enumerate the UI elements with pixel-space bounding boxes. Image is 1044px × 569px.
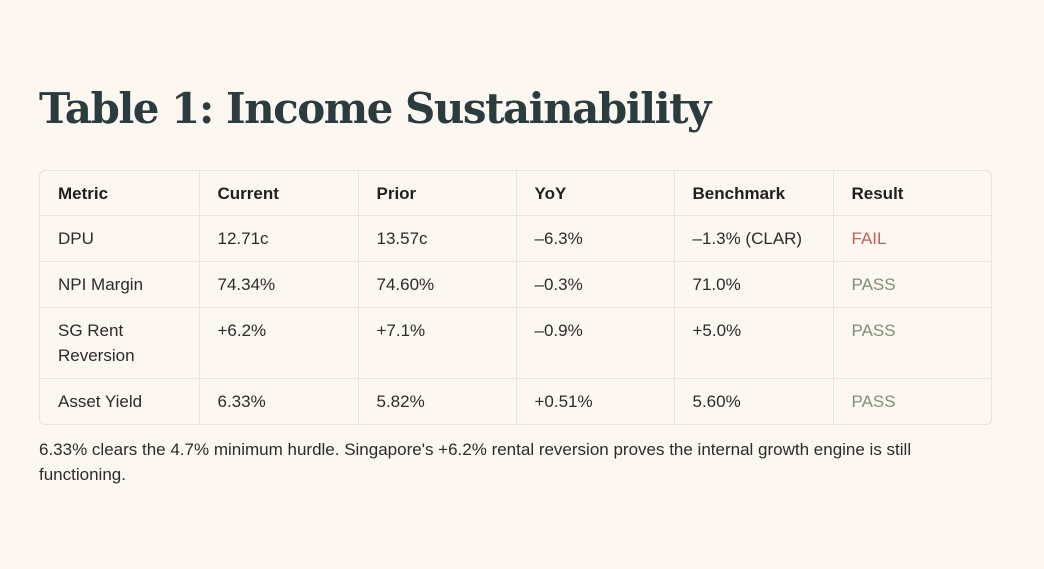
table-header-row: Metric Current Prior YoY Benchmark Resul… <box>40 171 991 216</box>
cell-benchmark: 71.0% <box>674 261 834 308</box>
column-header-result: Result <box>833 171 991 216</box>
cell-current: 74.34% <box>199 261 359 308</box>
column-header-prior: Prior <box>358 171 517 216</box>
table-row: Asset Yield 6.33% 5.82% +0.51% 5.60% PAS… <box>40 378 991 424</box>
table-row: SG Rent Reversion +6.2% +7.1% –0.9% +5.0… <box>40 307 991 379</box>
income-sustainability-table: Metric Current Prior YoY Benchmark Resul… <box>40 171 991 424</box>
cell-metric: NPI Margin <box>40 261 200 308</box>
cell-result-pass: PASS <box>833 261 991 308</box>
cell-current: 12.71c <box>199 215 359 262</box>
column-header-yoy: YoY <box>516 171 675 216</box>
cell-yoy: –0.9% <box>516 307 675 379</box>
column-header-metric: Metric <box>40 171 200 216</box>
cell-result-pass: PASS <box>851 392 896 411</box>
table-row: NPI Margin 74.34% 74.60% –0.3% 71.0% PAS… <box>40 261 991 308</box>
cell-benchmark: +5.0% <box>674 307 834 379</box>
cell-prior: 74.60% <box>358 261 517 308</box>
cell-metric: SG Rent Reversion <box>40 307 200 379</box>
cell-result-pass: PASS <box>833 307 991 379</box>
cell-prior: +7.1% <box>358 307 517 379</box>
cell-prior: 13.57c <box>358 215 517 262</box>
table-row: DPU 12.71c 13.57c –6.3% –1.3% (CLAR) FAI… <box>40 215 991 262</box>
table-footnote: 6.33% clears the 4.7% minimum hurdle. Si… <box>39 440 912 484</box>
cell-current: +6.2% <box>199 307 359 379</box>
cell-metric: DPU <box>40 215 200 262</box>
cell-current: 6.33% <box>199 378 359 424</box>
table-container: Metric Current Prior YoY Benchmark Resul… <box>39 170 992 425</box>
cell-yoy: –0.3% <box>516 261 675 308</box>
cell-yoy: –6.3% <box>516 215 675 262</box>
column-header-current: Current <box>199 171 359 216</box>
cell-result-fail: FAIL <box>833 215 991 262</box>
cell-benchmark: 5.60% <box>674 378 834 424</box>
cell-metric: Asset Yield <box>40 378 200 424</box>
column-header-benchmark: Benchmark <box>674 171 834 216</box>
cell-yoy: +0.51% <box>516 378 675 424</box>
cell-prior: 5.82% <box>358 378 517 424</box>
cell-benchmark: –1.3% (CLAR) <box>674 215 834 262</box>
page-title: Table 1: Income Sustainability <box>39 84 711 133</box>
